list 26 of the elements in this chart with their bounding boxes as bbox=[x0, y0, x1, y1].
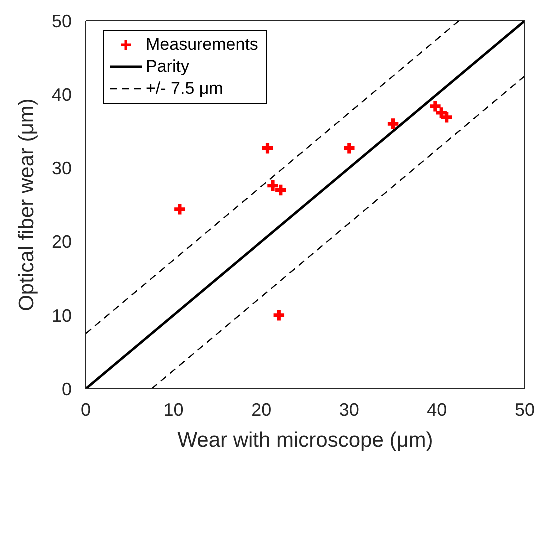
point bbox=[441, 112, 452, 123]
x-tick-label: 30 bbox=[339, 400, 360, 420]
point bbox=[262, 142, 274, 154]
legend-label: Parity bbox=[146, 56, 190, 78]
x-tick-label: 20 bbox=[252, 400, 272, 420]
y-axis-title: Optical fiber wear (μm) bbox=[15, 98, 38, 312]
x-tick-label: 40 bbox=[427, 400, 448, 420]
point bbox=[268, 180, 278, 192]
point bbox=[276, 184, 286, 196]
y-tick-label: 20 bbox=[52, 232, 72, 252]
x-tick-label: 10 bbox=[164, 400, 184, 420]
y-tick-label: 50 bbox=[52, 11, 72, 32]
point bbox=[430, 101, 441, 112]
point bbox=[174, 204, 186, 215]
x-tick-label: 0 bbox=[80, 400, 92, 420]
y-tick-label: 10 bbox=[52, 306, 72, 326]
legend-label: Measurements bbox=[146, 34, 258, 56]
legend-label: +/- 7.5 μm bbox=[146, 78, 224, 100]
point bbox=[274, 310, 285, 321]
point bbox=[344, 142, 355, 154]
y-tick-label: 0 bbox=[62, 379, 72, 400]
y-tick-label: 40 bbox=[52, 84, 72, 105]
x-axis-title: Wear with microscope (μm) bbox=[178, 429, 434, 452]
y-tick-label: 30 bbox=[52, 158, 72, 179]
point bbox=[388, 118, 399, 130]
x-tick-label: 50 bbox=[514, 400, 536, 420]
